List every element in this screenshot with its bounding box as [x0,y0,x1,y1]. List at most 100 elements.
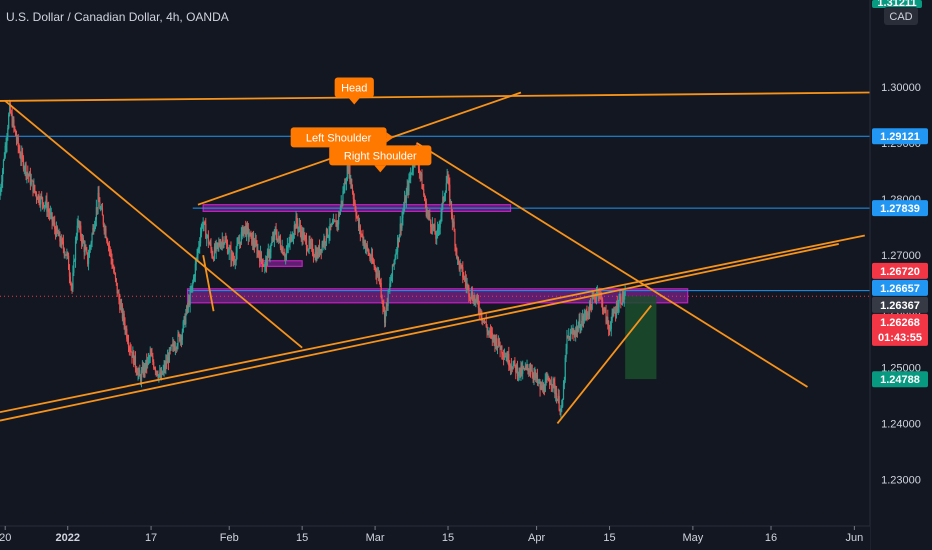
svg-text:1.26720: 1.26720 [880,266,920,278]
candle [260,250,262,265]
candle [171,344,173,347]
candle [357,214,360,231]
left-shoulder-label[interactable]: Left Shoulder [290,127,394,148]
candle [69,272,71,286]
supply-zone-main[interactable] [186,288,689,304]
trendline-ascending-2[interactable] [0,234,865,414]
candle [294,223,296,236]
trendline-ascending-1[interactable] [0,243,839,422]
candle [287,243,289,254]
candle [296,213,298,229]
price-label-1-27839[interactable]: 1.27839 [872,200,928,217]
candle [358,217,361,235]
candle [197,247,199,262]
candle [585,308,587,321]
candle [175,346,177,354]
candle [110,249,112,265]
candle [420,172,422,181]
candle [568,336,571,341]
candle [212,256,215,262]
candle [589,297,592,311]
trendline-top[interactable] [0,91,871,102]
price-label-1-26720[interactable]: 1.26720 [872,262,928,279]
candle [32,180,34,197]
candle [258,250,260,259]
candle [577,321,579,333]
trendline-wedge-low[interactable] [556,305,652,424]
candle [165,354,167,375]
candle [563,376,565,390]
candle [24,162,26,177]
candle [117,290,119,294]
candle [525,364,527,371]
candle [269,245,271,263]
candle [389,277,391,295]
currency-badge[interactable]: CAD [889,11,912,23]
candle [35,191,38,204]
candle [61,234,63,249]
trendline-descending[interactable] [4,100,303,349]
candle [33,178,35,194]
price-label-1-24788[interactable]: 1.24788 [872,371,928,388]
candle [259,250,261,268]
price-label-1-29121[interactable]: 1.29121 [872,128,928,145]
candle [498,337,500,347]
candle [397,234,399,260]
candle [588,300,591,320]
candle [10,109,12,117]
candle [239,241,242,249]
time-axis-panel[interactable] [0,526,870,550]
candle [37,194,39,203]
candle [22,155,25,172]
right-shoulder-label[interactable]: Right Shoulder [329,145,432,173]
x-tick-label: 17 [145,532,157,544]
candle [177,329,179,350]
head-label[interactable]: Head [334,77,374,105]
price-label-1-26268[interactable]: 1.26268 01:43:55 [872,313,928,346]
candle [96,207,98,215]
candle [56,225,58,234]
candle [303,227,305,241]
resistance-zone-small[interactable] [259,260,303,267]
candle [582,313,585,328]
trendline-rise-left[interactable] [202,254,215,312]
candle [431,217,433,235]
candle [148,354,150,364]
candle [328,226,330,244]
candle [280,245,282,253]
candle [497,335,499,348]
candle [79,220,81,230]
candle [609,321,611,332]
candle [188,294,190,308]
currency-badge-bg[interactable] [884,7,918,25]
y-tick-label: 1.30000 [881,82,921,94]
candle [509,360,511,371]
candle [611,308,613,323]
candle [182,319,184,333]
price-label-1-26657[interactable]: 1.26657 [872,279,928,296]
trendline-descending-right[interactable] [416,142,808,388]
candle [367,247,369,257]
candle [354,199,356,212]
candle [156,370,158,377]
candle [469,293,471,301]
candle [41,191,43,200]
price-label-1-26367[interactable]: 1.26367 [872,296,928,313]
candle [361,233,363,238]
candle [394,254,396,265]
candle [453,215,455,232]
candle [30,173,32,187]
candle [147,352,150,365]
candle [423,193,426,202]
short-target-box[interactable] [625,296,657,380]
candle [529,362,532,378]
candle [276,229,278,243]
candle [556,398,559,402]
candle [473,292,475,307]
candle [486,324,488,338]
candle [48,208,51,221]
candle [588,306,590,320]
candle [531,364,533,379]
